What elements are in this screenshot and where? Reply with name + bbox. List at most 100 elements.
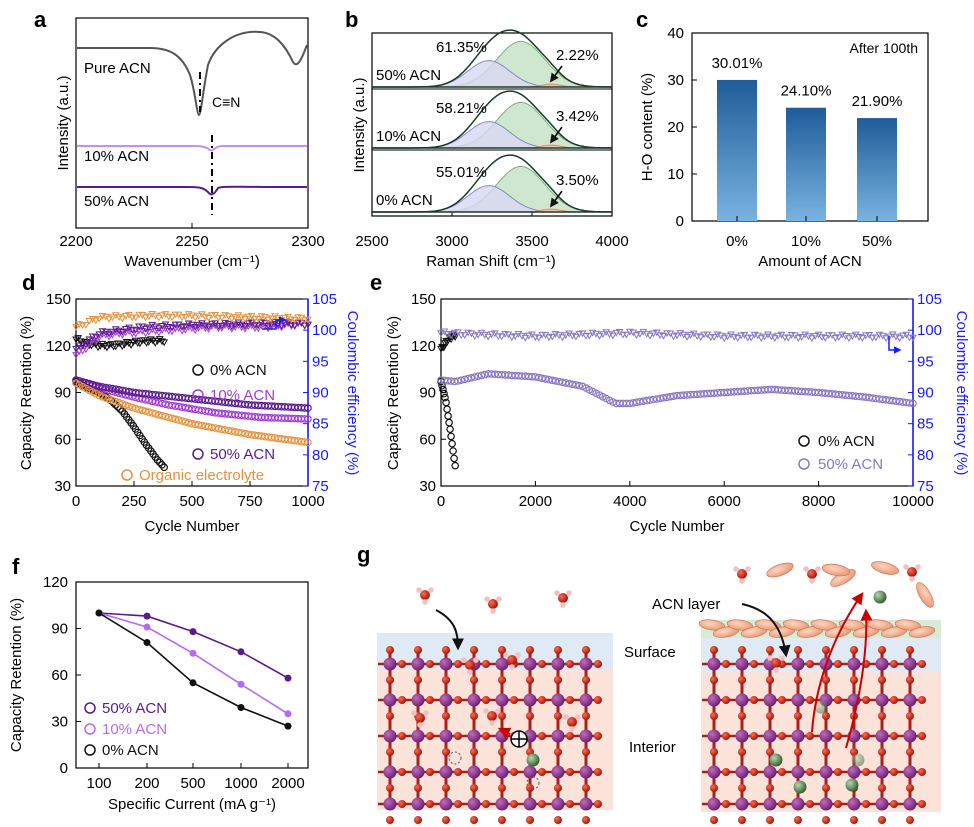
ce-point xyxy=(158,338,166,346)
water-hydrogen xyxy=(815,566,821,572)
y2tick-label: 75 xyxy=(312,478,329,495)
oxygen-atom xyxy=(778,768,786,776)
ytick-label: 120 xyxy=(411,338,436,355)
ce-point xyxy=(111,312,120,320)
bar-value-label: 24.10% xyxy=(781,83,832,100)
legend-label: 50% ACN xyxy=(818,456,883,473)
ce-point xyxy=(244,313,253,321)
ce-point xyxy=(217,325,226,332)
oxygen-atom xyxy=(822,816,830,824)
ce-point xyxy=(277,324,286,332)
ce-point xyxy=(144,339,153,346)
legend-label: Organic electrolyte xyxy=(139,467,264,484)
water-hydrogen xyxy=(423,710,429,716)
metal-atom xyxy=(551,657,565,671)
y2tick-label: 85 xyxy=(917,416,934,433)
oxygen-atom xyxy=(878,816,886,824)
y2tick-label: 105 xyxy=(312,291,337,308)
xtick-label: 4000 xyxy=(613,493,646,510)
raman-right-percent: 2.22% xyxy=(556,47,599,64)
water-hydrogen xyxy=(411,710,417,716)
oxygen-atom xyxy=(482,800,490,808)
acn-molecule xyxy=(810,619,838,631)
panel-label-d: d xyxy=(22,270,35,295)
metal-atom xyxy=(439,765,453,779)
metal-atom xyxy=(903,657,917,671)
ce-point xyxy=(194,312,203,320)
xtick-label: 0 xyxy=(72,493,80,510)
ce-point xyxy=(511,333,520,341)
oxygen-atom xyxy=(482,768,490,776)
capacity-point xyxy=(121,401,130,409)
metal-atom xyxy=(875,729,889,743)
ce-point xyxy=(181,326,190,334)
acn-molecule xyxy=(908,626,936,638)
metal-atom xyxy=(495,765,509,779)
metal-atom xyxy=(383,765,397,779)
oxygen-atom xyxy=(498,712,506,720)
oxygen-atom xyxy=(538,660,546,668)
metal-atom xyxy=(579,765,593,779)
oxygen-atom xyxy=(538,696,546,704)
rate-point xyxy=(237,704,245,711)
ce-point xyxy=(710,334,718,341)
ce-point xyxy=(181,313,190,321)
capacity-point xyxy=(158,411,167,420)
ytick-label: 60 xyxy=(419,431,436,448)
capacity-point xyxy=(300,438,309,446)
capacity-point xyxy=(160,463,169,472)
ce-point xyxy=(227,323,236,331)
metal-atom xyxy=(903,693,917,707)
ce-point xyxy=(145,313,153,321)
water-hydrogen xyxy=(767,655,773,661)
oxygen-atom xyxy=(566,732,574,740)
oxygen-atom xyxy=(722,768,730,776)
ce-point xyxy=(649,330,658,338)
oxygen-atom xyxy=(582,712,590,720)
water-hydrogen xyxy=(554,590,560,596)
ce-point xyxy=(121,326,130,333)
metal-atom xyxy=(439,693,453,707)
legend-marker xyxy=(192,389,204,401)
water-hydrogen xyxy=(473,657,479,663)
oxygen-atom xyxy=(794,748,802,756)
ce-point xyxy=(105,333,113,341)
metal-atom xyxy=(467,693,481,707)
ce-point xyxy=(598,331,607,339)
oxygen-atom xyxy=(498,816,506,824)
panel-a-xtick-label: 2300 xyxy=(291,233,324,250)
capacity-point xyxy=(125,402,133,411)
oxygen-atom xyxy=(918,660,926,668)
legend-marker xyxy=(798,435,810,447)
oxygen-atom xyxy=(862,696,870,704)
rate-point xyxy=(143,612,151,620)
ce-point xyxy=(895,335,904,343)
oxygen-atom xyxy=(414,646,422,654)
ce-point xyxy=(121,313,130,320)
water-hydrogen xyxy=(490,608,496,614)
water-hydrogen xyxy=(575,714,581,720)
oxygen-atom xyxy=(426,768,434,776)
panel-b-xticks: 2500 3000 3500 4000 xyxy=(355,211,629,250)
oxygen-atom xyxy=(442,676,450,684)
oxygen-atom xyxy=(582,676,590,684)
capacity-point xyxy=(905,399,914,407)
ce-point xyxy=(575,330,584,338)
pure-acn-curve xyxy=(77,30,308,117)
oxygen-atom xyxy=(566,696,574,704)
ce-point xyxy=(558,334,567,342)
ce-point xyxy=(151,323,160,331)
oxygen-atom xyxy=(890,660,898,668)
ce-point xyxy=(118,329,127,336)
xtick-label: 6000 xyxy=(708,493,741,510)
right-interior-region xyxy=(701,671,941,812)
metal-atom xyxy=(847,657,861,671)
ce-point xyxy=(158,312,167,320)
oxygen-atom xyxy=(710,816,718,824)
oxygen-atom xyxy=(566,800,574,808)
metal-atom xyxy=(819,729,833,743)
ce-point xyxy=(899,332,907,340)
oxygen-atom xyxy=(470,748,478,756)
y2tick-label: 95 xyxy=(312,353,329,370)
ce-point xyxy=(168,314,176,322)
